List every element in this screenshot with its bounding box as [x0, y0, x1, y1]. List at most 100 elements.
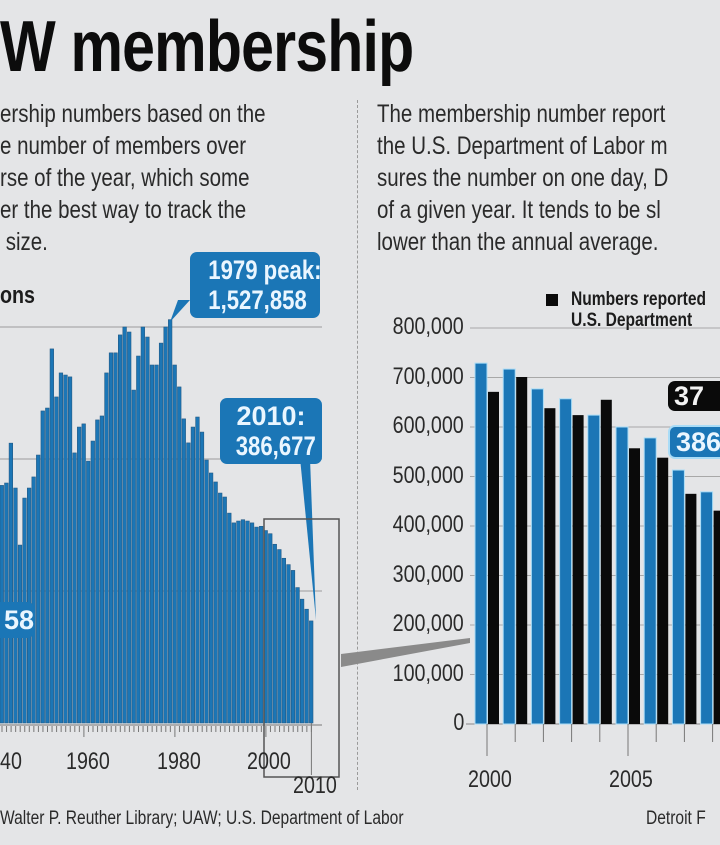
bar-1981: [177, 386, 182, 724]
bar-dol-2000: [488, 391, 499, 724]
bar-2003: [277, 549, 282, 724]
bar-1965: [104, 372, 109, 724]
bar-1982: [181, 418, 186, 724]
desc-line: the U.S. Department of Labor m: [377, 132, 668, 160]
bar-1964: [99, 415, 104, 724]
bar-avg-2006: [643, 437, 657, 725]
desc-line: size.: [0, 228, 48, 256]
bar-dol-2005: [629, 448, 640, 724]
early-callout: 58: [0, 602, 34, 638]
bar-1953: [49, 348, 54, 724]
bar-1969: [122, 326, 127, 724]
bar-1955: [58, 372, 64, 724]
bar-dol-2007: [685, 493, 697, 724]
legend-line2: U.S. Department: [571, 310, 693, 331]
bar-1966: [108, 352, 114, 724]
bar-1987: [204, 459, 209, 724]
bar-1972: [136, 355, 141, 724]
peak-callout-line2: 1,527,858: [208, 285, 307, 315]
peak-callout: 1979 peak: 1,527,858: [190, 252, 322, 318]
bar-avg-2007: [671, 469, 685, 725]
x-tick-1980: 1980: [157, 748, 201, 775]
bar-avg-2000: [474, 362, 488, 725]
bar-1974: [145, 336, 150, 724]
bar-1989: [213, 481, 218, 724]
desc-line: e number of members over: [0, 132, 247, 160]
bar-1997: [249, 522, 255, 724]
bar-1944: [8, 442, 14, 724]
bar-1995: [240, 519, 246, 724]
bar-dol-2006: [657, 457, 669, 724]
bar-1985: [195, 416, 200, 724]
2010-callout-line1: 2010:: [236, 401, 306, 431]
bar-1963: [95, 419, 100, 724]
bar-1954: [54, 396, 59, 724]
bar-1952: [45, 407, 50, 724]
y-tick-label: 800,000: [392, 313, 464, 340]
bar-dol-2008: [713, 510, 720, 724]
bar-1998: [254, 526, 259, 724]
zoom-connector: [341, 638, 470, 667]
2010-pointer: [300, 458, 316, 620]
bar-1999: [259, 526, 264, 724]
bar-1991: [222, 496, 227, 724]
bar-1961: [86, 460, 91, 724]
y-tick-label: 100,000: [392, 659, 464, 687]
y-tick-label: 700,000: [392, 362, 464, 390]
bar-dol-2002: [544, 408, 556, 724]
bar-1993: [231, 522, 236, 724]
legend-line1: Numbers reported: [571, 289, 707, 310]
peak-pointer: [170, 300, 190, 322]
column-divider: [357, 100, 358, 790]
y-tick-label: 200,000: [392, 610, 464, 637]
bar-2009: [304, 608, 309, 724]
zoom-box: [263, 518, 340, 778]
desc-line: The membership number report: [377, 100, 666, 128]
bar-2007: [295, 587, 300, 724]
bar-2002: [272, 543, 277, 724]
bar-1949: [31, 476, 36, 724]
x-tick-2005-right: 2005: [609, 766, 653, 793]
page-title: W membership: [0, 7, 414, 87]
bar-1975: [149, 364, 155, 724]
bar-1959: [77, 426, 82, 724]
dol-2010-label: 37: [668, 381, 720, 411]
y-tick-label: 600,000: [392, 412, 464, 439]
bar-avg-2005: [615, 426, 629, 725]
bar-1976: [154, 364, 159, 724]
bar-avg-2004: [587, 414, 601, 725]
bar-1970: [127, 331, 132, 724]
x-tick-2000: 2000: [247, 748, 291, 775]
bar-1958: [72, 452, 77, 724]
bar-1977: [158, 342, 164, 724]
bar-1957: [67, 376, 73, 724]
bar-1988: [209, 472, 214, 724]
bar-2008: [299, 598, 305, 724]
desc-line: of a given year. It tends to be sl: [377, 196, 661, 224]
left-axis-unit: ons: [0, 282, 35, 309]
y-tick-label: 400,000: [392, 511, 464, 538]
bar-1950: [36, 454, 41, 724]
source-credit: Walter P. Reuther Library; UAW; U.S. Dep…: [0, 808, 404, 829]
bar-1968: [118, 334, 123, 724]
bar-dol-2001: [516, 377, 528, 724]
bar-1951: [40, 410, 45, 724]
bar-2010: [309, 620, 314, 724]
bar-2006: [290, 570, 296, 724]
bar-2001: [268, 533, 273, 724]
bar-avg-2002: [530, 388, 544, 725]
x-tick-1960: 1960: [66, 748, 110, 775]
x-tick-2010: 2010: [293, 772, 337, 799]
desc-line: er the best way to track the: [0, 196, 247, 224]
y-tick-label: 500,000: [392, 461, 464, 489]
bar-dol-2003: [572, 415, 584, 724]
bar-avg-2003: [559, 398, 573, 725]
peak-callout-line1: 1979 peak:: [208, 255, 322, 285]
bar-1992: [227, 512, 232, 724]
bar-1967: [113, 352, 118, 724]
2010-callout-line2: 386,677: [235, 431, 316, 461]
bar-1984: [190, 426, 196, 724]
bar-1986: [199, 431, 205, 724]
legend-label: Numbers reported U.S. Department: [571, 289, 706, 331]
